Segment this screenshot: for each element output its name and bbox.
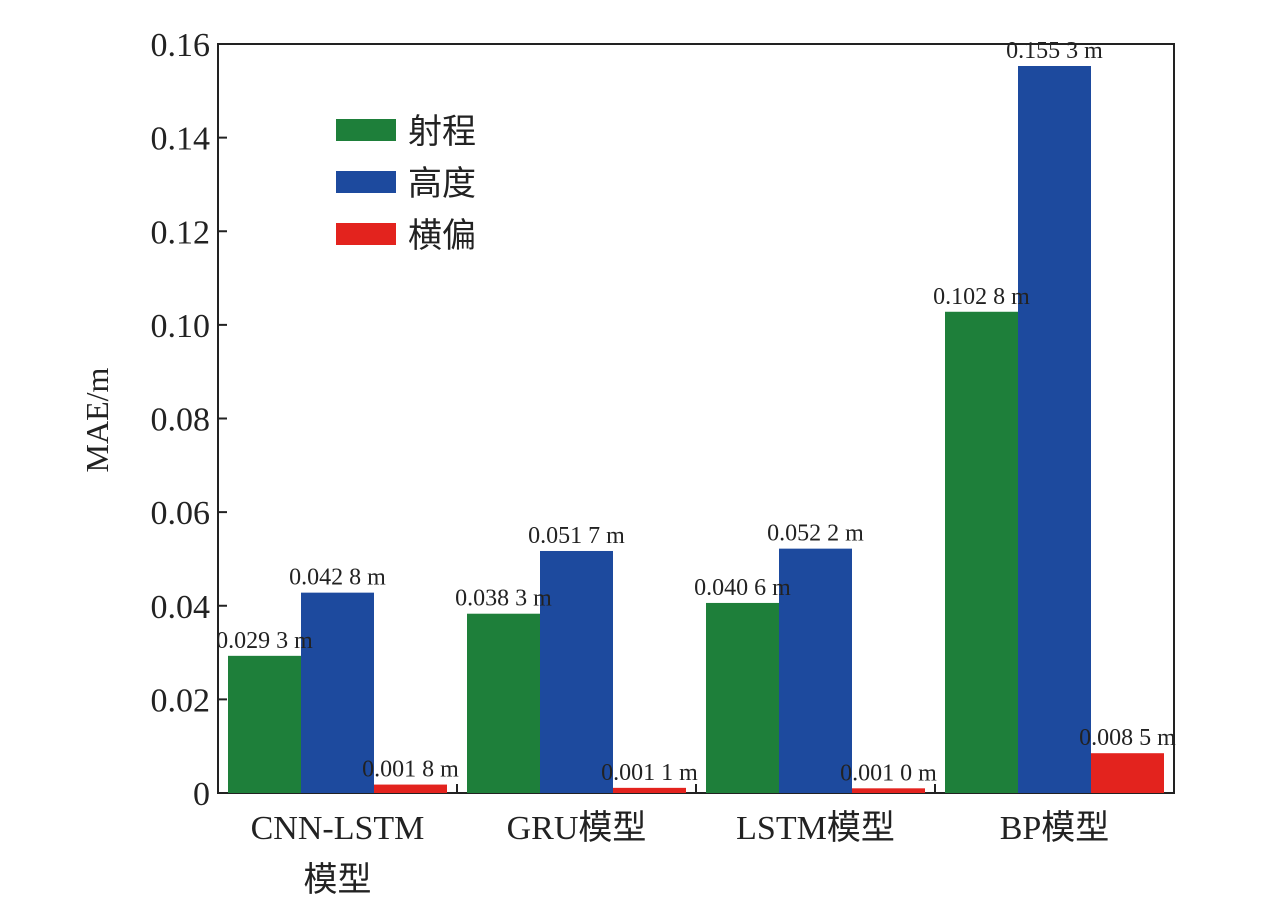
x-category-label: GRU模型 <box>507 809 647 847</box>
bar-height-1 <box>540 550 613 793</box>
bars <box>228 66 1164 793</box>
y-tick-label: 0.08 <box>151 402 211 439</box>
y-tick-label: 0.14 <box>151 121 211 158</box>
y-tick-label: 0 <box>193 776 210 813</box>
y-tick-label: 0.06 <box>151 495 211 532</box>
y-tick-label: 0.12 <box>151 214 211 251</box>
bar-height-3 <box>1018 66 1091 793</box>
data-label: 0.052 2 m <box>767 521 864 547</box>
data-label: 0.008 5 m <box>1079 725 1176 751</box>
bar-lateral-3 <box>1091 753 1164 793</box>
data-label: 0.001 8 m <box>362 757 459 783</box>
x-category-label: CNN-LSTM <box>251 810 425 847</box>
bar-lateral-2 <box>852 788 925 793</box>
legend-label: 射程 <box>408 113 476 151</box>
data-labels: 0.029 3 m 0.042 8 m 0.001 8 m 0.038 3 m 0.05… <box>216 38 1176 786</box>
data-label: 0.029 3 m <box>216 628 313 654</box>
y-tick-label: 0.04 <box>151 589 211 626</box>
legend-swatch <box>336 119 396 141</box>
data-label: 0.042 8 m <box>289 565 386 591</box>
bar-height-0 <box>301 592 374 793</box>
bar-range-2 <box>706 602 779 793</box>
data-label: 0.001 0 m <box>840 760 937 786</box>
x-category-label: 模型 <box>304 861 372 899</box>
data-label: 0.102 8 m <box>933 284 1030 310</box>
x-category-label: BP模型 <box>1000 809 1110 847</box>
y-tick-label: 0.16 <box>151 27 211 64</box>
data-label: 0.051 7 m <box>528 523 625 549</box>
legend-label: 横偏 <box>408 217 476 255</box>
bar-range-3 <box>945 311 1018 793</box>
legend-label: 高度 <box>408 165 476 203</box>
legend-swatch <box>336 171 396 193</box>
y-axis: 0 0.02 0.04 0.06 0.08 0.10 0.12 0.14 0.16 <box>151 27 227 813</box>
bar-range-1 <box>467 613 540 793</box>
y-tick-label: 0.02 <box>151 682 211 719</box>
bar-range-0 <box>228 655 301 793</box>
x-axis: CNN-LSTM 模型 GRU模型 LSTM模型 BP模型 <box>251 784 1110 899</box>
data-label: 0.155 3 m <box>1006 38 1103 64</box>
bar-lateral-0 <box>374 784 447 793</box>
data-label: 0.038 3 m <box>455 586 552 612</box>
data-label: 0.001 1 m <box>601 760 698 786</box>
bar-lateral-1 <box>613 787 686 793</box>
data-label: 0.040 6 m <box>694 575 791 601</box>
bar-height-2 <box>779 548 852 793</box>
legend-swatch <box>336 223 396 245</box>
x-category-label: LSTM模型 <box>736 809 895 847</box>
y-tick-label: 0.10 <box>151 308 211 345</box>
y-axis-label: MAE/m <box>79 367 115 472</box>
